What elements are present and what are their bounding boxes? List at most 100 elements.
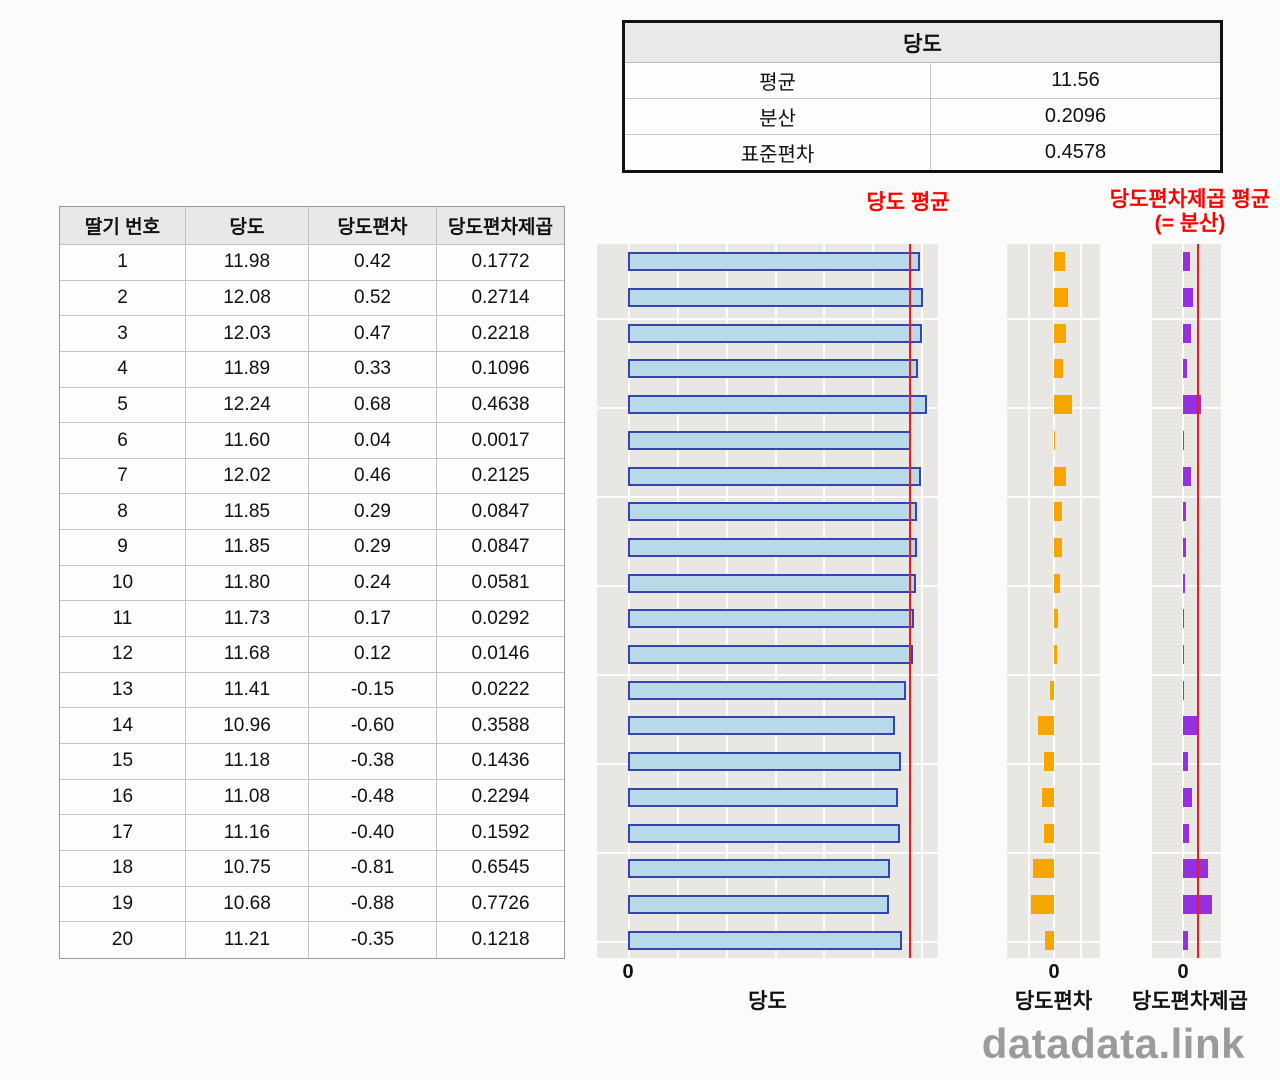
bar-squared-deviation bbox=[1183, 252, 1190, 272]
mean-line bbox=[1197, 244, 1199, 958]
summary-row: 평균 11.56 bbox=[625, 63, 1220, 99]
summary-stat-label: 표준편차 bbox=[625, 135, 931, 170]
summary-stat-label: 분산 bbox=[625, 99, 931, 134]
table-cell: 0.46 bbox=[309, 458, 437, 494]
gridline bbox=[921, 244, 923, 958]
bar-deviation bbox=[1054, 502, 1062, 522]
table-cell: 0.0847 bbox=[471, 500, 530, 522]
column-header: 딸기 번호 bbox=[60, 207, 186, 244]
gridline bbox=[872, 244, 874, 958]
table-row: 3 12.03 0.47 0.2218 bbox=[60, 316, 564, 352]
gridline bbox=[597, 674, 938, 676]
table-header-row: 딸기 번호 당도 당도편차 당도편차제곱 bbox=[60, 207, 564, 245]
bar-sweetness bbox=[628, 252, 921, 272]
table-cell: 0.4638 bbox=[471, 393, 530, 415]
gridline bbox=[726, 244, 728, 958]
table-row: 9 11.85 0.29 0.0847 bbox=[60, 530, 564, 566]
bar-deviation bbox=[1054, 288, 1068, 308]
table-cell: 0.1592 bbox=[471, 821, 530, 843]
gridline bbox=[597, 318, 938, 320]
bar-sweetness bbox=[628, 359, 919, 379]
bar-deviation bbox=[1032, 859, 1054, 879]
table-cell: 19 bbox=[60, 886, 186, 922]
bar-squared-deviation bbox=[1183, 573, 1186, 593]
bar-sweetness bbox=[628, 930, 902, 950]
bar-sweetness bbox=[628, 502, 918, 522]
sweetness-axis-zero-tick: 0 bbox=[622, 961, 634, 983]
summary-stat-value: 0.2096 bbox=[1044, 105, 1107, 127]
table-cell: 0.33 bbox=[309, 351, 437, 387]
table-row: 18 10.75 -0.81 0.6545 bbox=[60, 850, 564, 887]
bar-sweetness bbox=[628, 323, 922, 343]
table-cell: 4 bbox=[60, 351, 186, 387]
table-cell: 0.7726 bbox=[471, 892, 530, 914]
bar-deviation bbox=[1054, 645, 1058, 665]
gridline bbox=[775, 244, 777, 958]
table-row: 19 10.68 -0.88 0.7726 bbox=[60, 886, 564, 923]
table-cell: 12.08 bbox=[186, 280, 309, 316]
bar-squared-deviation bbox=[1183, 395, 1201, 415]
zero-axis-line bbox=[1182, 244, 1184, 958]
table-cell: 0.68 bbox=[309, 387, 437, 423]
variance-mean-annotation-line1: 당도편차제곱 평균 bbox=[1109, 188, 1271, 211]
bar-sweetness bbox=[628, 787, 899, 807]
table-cell: 17 bbox=[60, 815, 186, 850]
bar-deviation bbox=[1044, 930, 1054, 950]
gridline bbox=[1152, 585, 1223, 587]
table-cell: 0.0292 bbox=[471, 607, 530, 629]
table-row: 2 12.08 0.52 0.2714 bbox=[60, 280, 564, 317]
bar-deviation bbox=[1054, 323, 1067, 343]
strawberry-data-table: 딸기 번호 당도 당도편차 당도편차제곱 1 11.98 0.42 0.1772 2 12.08 0… bbox=[59, 206, 565, 959]
table-cell: 0.12 bbox=[309, 637, 437, 672]
table-cell: 11.60 bbox=[186, 423, 309, 458]
bar-squared-deviation bbox=[1183, 430, 1185, 450]
table-cell: 0.0581 bbox=[471, 572, 530, 594]
table-cell: 10 bbox=[60, 565, 186, 601]
bar-sweetness bbox=[628, 823, 901, 843]
table-row: 15 11.18 -0.38 0.1436 bbox=[60, 743, 564, 780]
bar-deviation bbox=[1054, 252, 1065, 272]
gridline bbox=[1152, 852, 1223, 854]
squared-axis-title: 당도편차제곱 bbox=[1132, 990, 1248, 1013]
bar-sweetness bbox=[628, 680, 907, 700]
gridline bbox=[1152, 496, 1223, 498]
deviation-axis-title: 당도편차 bbox=[1014, 990, 1093, 1013]
table-cell: 0.47 bbox=[309, 316, 437, 351]
table-cell: 10.75 bbox=[186, 850, 309, 886]
summary-stat-value: 0.4578 bbox=[1044, 141, 1107, 163]
table-cell: 11.21 bbox=[186, 922, 309, 958]
squared-axis-zero-tick: 0 bbox=[1177, 961, 1189, 983]
column-header: 당도 bbox=[186, 207, 309, 244]
table-cell: 8 bbox=[60, 494, 186, 530]
variance-mean-annotation-line2: (= 분산) bbox=[1154, 211, 1226, 235]
table-cell: 0.42 bbox=[309, 245, 437, 280]
table-row: 4 11.89 0.33 0.1096 bbox=[60, 351, 564, 388]
bar-deviation bbox=[1038, 716, 1054, 736]
table-cell: -0.81 bbox=[309, 850, 437, 886]
table-cell: 0.24 bbox=[309, 565, 437, 601]
table-cell: 6 bbox=[60, 423, 186, 458]
bar-squared-deviation bbox=[1183, 609, 1185, 629]
table-cell: 12.03 bbox=[186, 316, 309, 351]
table-row: 11 11.73 0.17 0.0292 bbox=[60, 601, 564, 638]
bar-sweetness bbox=[628, 430, 912, 450]
bar-squared-deviation bbox=[1183, 752, 1189, 772]
bar-sweetness bbox=[628, 752, 901, 772]
table-cell: 10.68 bbox=[186, 886, 309, 922]
table-cell: 11.41 bbox=[186, 672, 309, 708]
table-row: 12 11.68 0.12 0.0146 bbox=[60, 637, 564, 673]
gridline bbox=[823, 244, 825, 958]
table-cell: 12.24 bbox=[186, 387, 309, 423]
table-cell: 11.85 bbox=[186, 530, 309, 565]
column-header: 당도편차 bbox=[309, 207, 437, 244]
column-header: 당도편차제곱 bbox=[437, 207, 564, 244]
sweetness-chart-panel bbox=[597, 244, 938, 958]
bar-sweetness bbox=[628, 859, 891, 879]
table-cell: 0.0222 bbox=[471, 679, 530, 700]
table-row: 10 11.80 0.24 0.0581 bbox=[60, 565, 564, 602]
table-cell: 12 bbox=[60, 637, 186, 672]
deviation-axis-zero-tick: 0 bbox=[1048, 961, 1060, 983]
bar-sweetness bbox=[628, 395, 927, 415]
gridline bbox=[1080, 244, 1082, 958]
sweetness-axis-title: 당도 bbox=[748, 990, 787, 1013]
